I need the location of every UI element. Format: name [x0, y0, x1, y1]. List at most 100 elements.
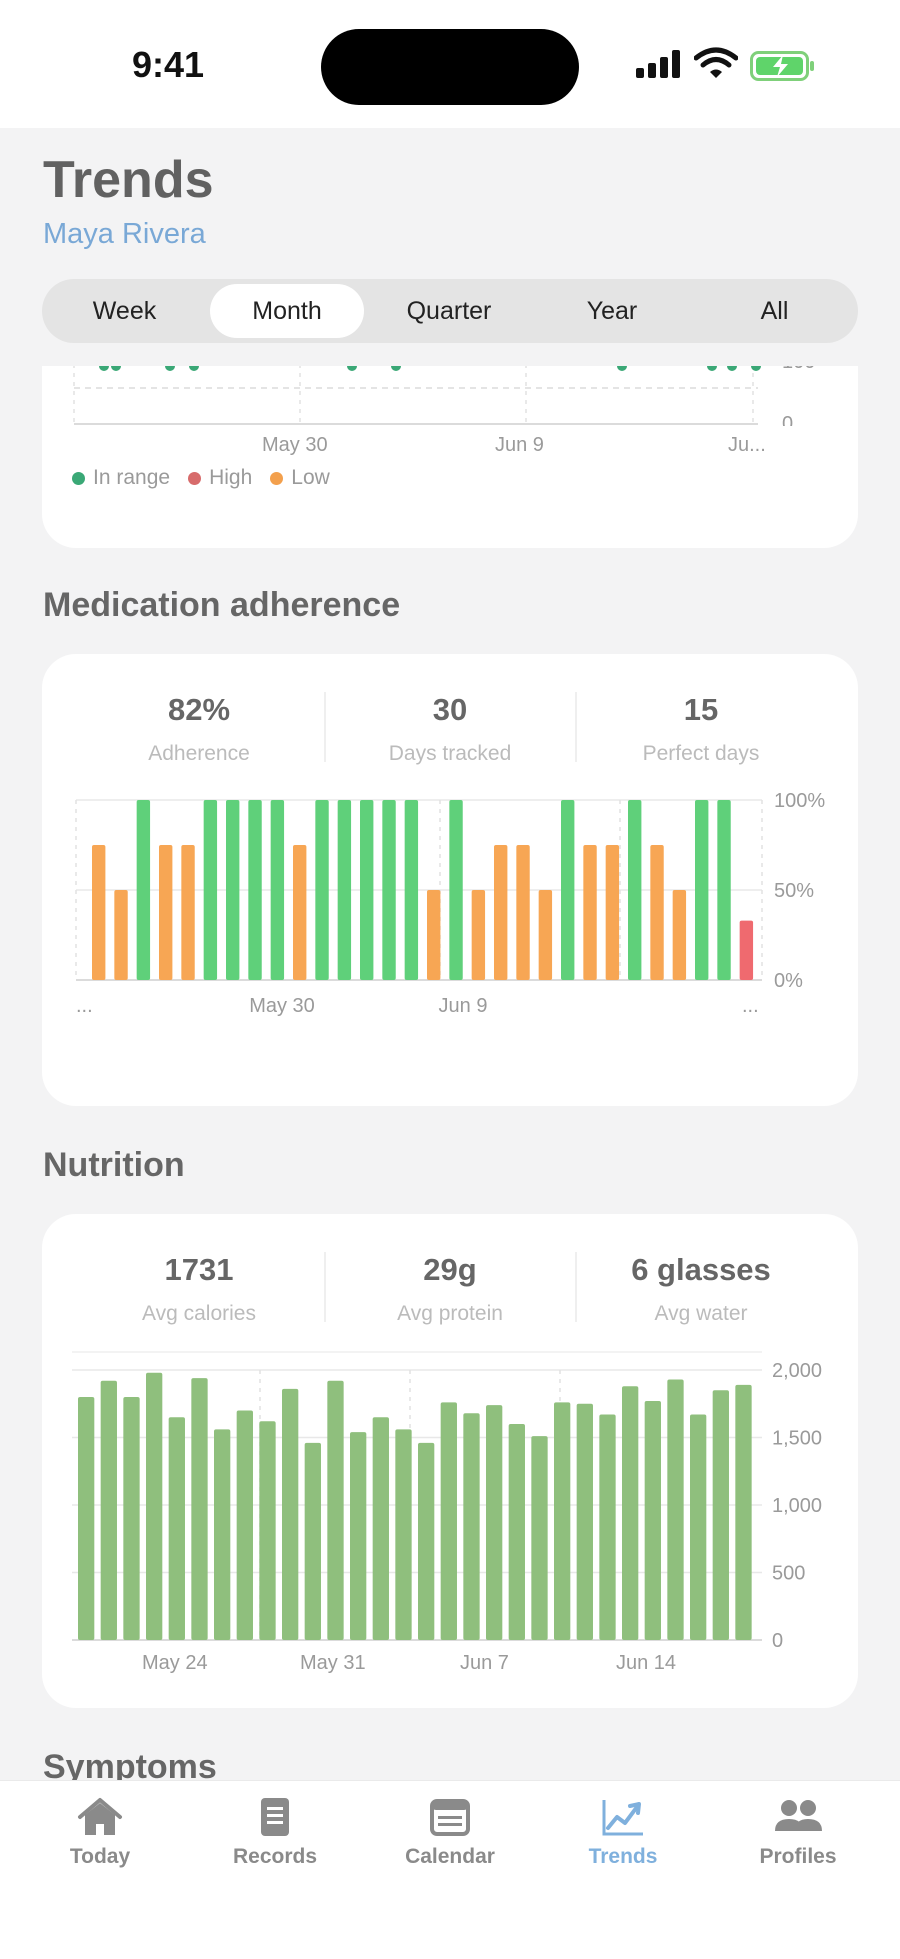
glucose-point — [707, 366, 717, 371]
trends-scroll-area[interactable]: 100 0 May 30 Jun 9 Ju... In range High L… — [0, 366, 900, 1780]
calorie-bar — [259, 1421, 276, 1640]
x-tick-label: May 30 — [249, 995, 315, 1017]
calorie-bar — [735, 1384, 752, 1640]
glucose-legend: In range High Low — [72, 466, 330, 490]
range-tab-all[interactable]: All — [760, 297, 789, 325]
x-tick-label: Jun 7 — [460, 1652, 509, 1674]
y-tick-label: 0% — [774, 970, 803, 992]
glucose-point — [111, 366, 121, 371]
y-tick-label: 1,500 — [772, 1428, 822, 1450]
calorie-bar — [214, 1429, 231, 1640]
adherence-bar — [717, 800, 731, 980]
glucose-y-top: 100 — [782, 366, 815, 373]
range-tab-month[interactable]: Month — [210, 284, 364, 338]
tab-label: Records — [232, 1845, 318, 1868]
glucose-point — [727, 366, 737, 371]
adherence-bar — [650, 845, 664, 980]
calorie-bar — [690, 1414, 707, 1640]
calorie-bar — [644, 1401, 661, 1640]
adherence-bar — [404, 800, 419, 980]
stat-label: Avg protein — [397, 1302, 503, 1325]
house-icon — [78, 1798, 122, 1835]
y-tick-label: 50% — [774, 880, 814, 902]
stat-adherence: 82% Adherence — [74, 692, 324, 766]
y-tick-label: 100% — [774, 790, 825, 812]
adherence-bar — [293, 845, 307, 980]
medication-card: 82% Adherence 30 Days tracked 15 Perfect… — [42, 654, 858, 1106]
calorie-bar — [576, 1403, 593, 1640]
adherence-bar — [226, 800, 240, 980]
calorie-bar — [667, 1379, 684, 1640]
y-tick-label: 2,000 — [772, 1360, 822, 1382]
glucose-point — [99, 366, 109, 371]
adherence-bar — [672, 890, 687, 980]
tab-today[interactable]: Today — [15, 1795, 185, 1869]
legend-low: Low — [270, 466, 330, 490]
adherence-bar — [427, 890, 441, 980]
stat-label: Days tracked — [388, 742, 512, 765]
y-tick-label: 500 — [772, 1563, 805, 1585]
calorie-bar — [282, 1388, 299, 1640]
adherence-bar — [248, 800, 262, 980]
calorie-bar — [100, 1380, 117, 1640]
glucose-point — [347, 366, 357, 371]
tab-profiles[interactable]: Profiles — [713, 1795, 883, 1869]
document-icon — [261, 1798, 289, 1836]
adherence-bar — [337, 800, 352, 980]
x-tick-label: ... — [742, 995, 759, 1017]
calorie-bar — [191, 1378, 208, 1640]
stat-divider — [575, 692, 577, 762]
calorie-bar — [508, 1424, 525, 1640]
cellular-signal-icon — [636, 50, 680, 78]
medication-chart: 100% 50% 0%... May 30 Jun 9... — [75, 790, 825, 1017]
x-tick-label: Jun 9 — [439, 995, 488, 1017]
stat-value: 82% — [167, 692, 231, 727]
nutrition-card: 1731 Avg calories 29g Avg protein 6 glas… — [42, 1214, 858, 1708]
adherence-bar — [315, 800, 329, 980]
dynamic-island — [321, 29, 579, 105]
tab-trends[interactable]: Trends — [538, 1795, 708, 1869]
glucose-point — [617, 366, 627, 371]
calorie-bar — [350, 1432, 367, 1640]
calorie-bar — [168, 1417, 185, 1640]
adherence-bar — [382, 800, 396, 980]
tab-records[interactable]: Records — [190, 1795, 360, 1869]
chart-icon — [602, 1800, 643, 1836]
calorie-bar — [236, 1410, 253, 1640]
stat-value: 15 — [683, 692, 719, 727]
tab-calendar[interactable]: Calendar — [365, 1795, 535, 1869]
section-title-symptoms: Symptoms — [43, 1748, 217, 1780]
glucose-x-label: Jun 9 — [495, 434, 544, 456]
status-time: 9:41 — [132, 44, 205, 85]
calorie-bar — [372, 1417, 389, 1640]
adherence-bar — [561, 800, 575, 980]
glucose-point — [189, 366, 199, 371]
profile-name-link[interactable]: Maya Rivera — [43, 218, 206, 250]
calorie-bar — [554, 1402, 571, 1640]
section-title-nutrition: Nutrition — [43, 1146, 185, 1184]
range-tab-week[interactable]: Week — [92, 297, 157, 325]
calorie-bar — [599, 1414, 616, 1640]
wifi-icon — [694, 47, 738, 78]
adherence-bar — [494, 845, 508, 980]
tab-label: Trends — [588, 1845, 658, 1868]
tab-label: Today — [69, 1845, 131, 1868]
range-tab-year[interactable]: Year — [586, 297, 638, 325]
range-tab-quarter[interactable]: Quarter — [406, 297, 492, 325]
stat-avg-water: 6 glasses Avg water — [576, 1252, 826, 1326]
calorie-bar — [622, 1386, 639, 1640]
calorie-bar — [486, 1405, 503, 1640]
stat-days-tracked: 30 Days tracked — [325, 692, 575, 766]
adherence-bar — [181, 845, 195, 980]
stat-avg-calories: 1731 Avg calories — [74, 1252, 324, 1326]
adherence-bar — [449, 800, 463, 980]
stat-label: Perfect days — [642, 742, 760, 765]
adherence-bar — [583, 845, 597, 980]
glucose-point — [165, 366, 175, 371]
people-icon — [775, 1800, 822, 1831]
stat-divider — [575, 1252, 577, 1322]
stat-divider — [324, 692, 326, 762]
nutrition-chart: 2,000 1,500 1,000 500 0 May 24 May 31 Jun 7 Jun … — [72, 1351, 822, 1674]
glucose-point — [751, 366, 761, 371]
x-tick-label: ... — [76, 995, 93, 1017]
